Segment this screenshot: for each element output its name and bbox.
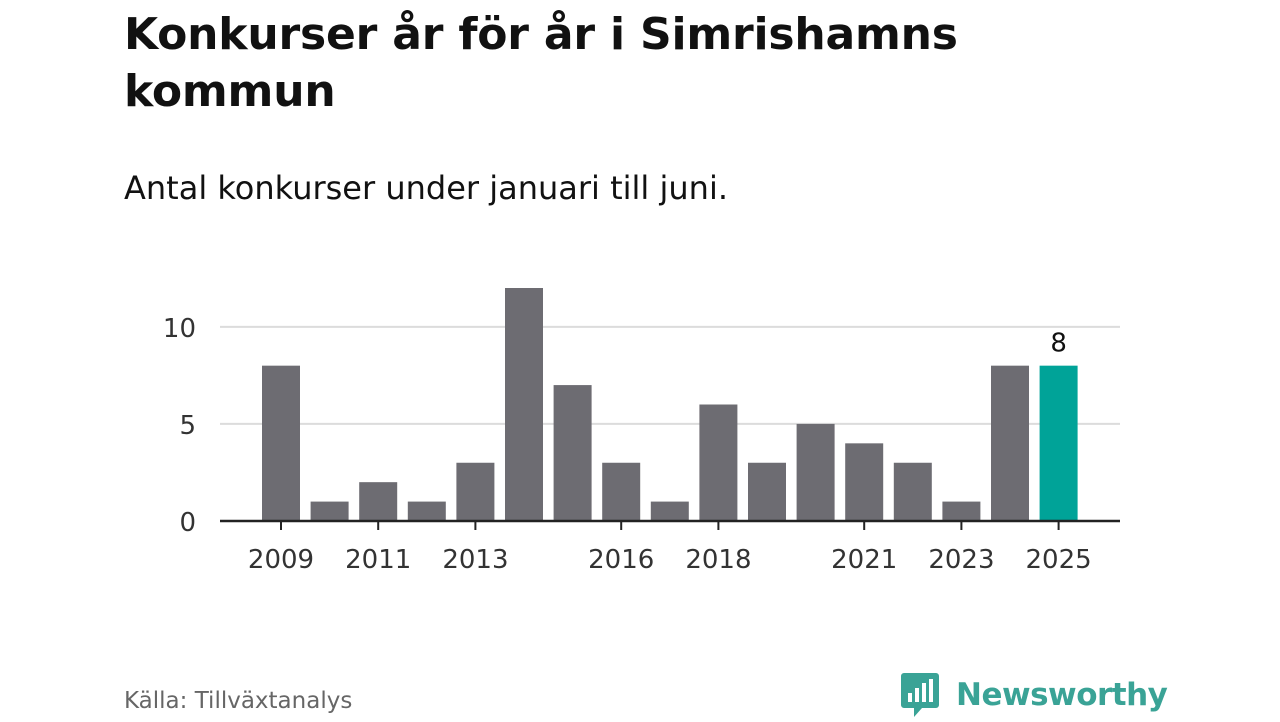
grid-lines [220, 325, 1120, 425]
brand-name: Newsworthy [956, 677, 1168, 713]
bar-2015 [553, 385, 592, 521]
bar-2016 [602, 462, 641, 521]
x-tick-label-2013: 2013 [442, 545, 508, 575]
y-tick-label: 5 [179, 411, 196, 441]
x-tick-label-2009: 2009 [248, 545, 314, 575]
x-tick-label-2021: 2021 [831, 545, 897, 575]
brand-logo: Newsworthy [900, 668, 1168, 722]
bars [262, 288, 1078, 521]
newsworthy-logo-icon [901, 673, 939, 717]
x-tick-label-2011: 2011 [345, 545, 411, 575]
chart-title: Konkurser år för år i Simrishamns kommun [124, 9, 958, 117]
bar-2018 [699, 404, 738, 521]
bar-2014 [505, 288, 543, 521]
bar-2013 [456, 462, 495, 521]
source-note: Källa: Tillväxtanalys [124, 688, 353, 714]
bar-2025 [1039, 365, 1078, 521]
axes [220, 519, 1120, 530]
bar-2023 [942, 501, 981, 521]
bar-2019 [748, 462, 786, 521]
bar-2020 [796, 423, 835, 521]
chart-subtitle: Antal konkurser under januari till juni. [124, 169, 728, 207]
x-tick-label-2018: 2018 [685, 545, 751, 575]
bar-2009 [262, 365, 300, 521]
bar-2011 [359, 482, 398, 521]
bar-2012 [407, 501, 446, 521]
x-tick-label-2016: 2016 [588, 545, 654, 575]
data-label-2025: 8 [1050, 329, 1067, 359]
bar-chart: 0 5 10 8 2009 2011 2013 2016 2018 2021 2023 2025 [163, 288, 1120, 575]
x-tick-label-2023: 2023 [928, 545, 994, 575]
bar-2024 [991, 365, 1029, 521]
y-tick-label: 10 [163, 314, 196, 344]
bar-2022 [893, 462, 932, 521]
labels: 0 5 10 8 2009 2011 2013 2016 2018 2021 2023 2025 [163, 314, 1092, 575]
x-tick-label-2025: 2025 [1026, 545, 1092, 575]
bar-2021 [845, 443, 884, 521]
y-tick-label: 0 [179, 508, 196, 538]
bar-2010 [310, 501, 349, 521]
bar-2017 [650, 501, 689, 521]
